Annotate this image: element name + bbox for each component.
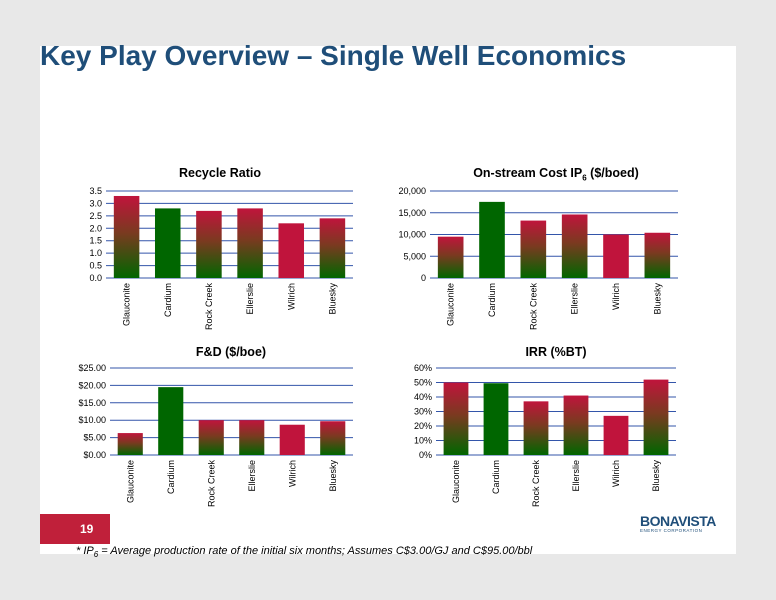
y-tick-label: 15,000	[398, 208, 426, 218]
y-tick-label: 30%	[414, 407, 432, 417]
chart-title-recycle-ratio: Recycle Ratio	[112, 166, 328, 180]
y-tick-label: 3.0	[89, 198, 102, 208]
x-tick-label: Ellerslie	[570, 283, 580, 315]
bar-ellerslie	[239, 420, 265, 455]
bar-wilrich	[278, 223, 305, 278]
bar-ellerslie	[563, 395, 589, 455]
y-tick-label: 3.5	[89, 186, 102, 196]
y-tick-label: 60%	[414, 363, 432, 373]
y-tick-label: $15.00	[78, 398, 106, 408]
x-tick-label: Glauconite	[125, 460, 135, 503]
bar-bluesky	[643, 379, 669, 455]
y-tick-label: 5,000	[403, 251, 426, 261]
y-tick-label: 1.5	[89, 236, 102, 246]
bar-rock-creek	[198, 420, 224, 455]
y-tick-label: 0	[421, 273, 426, 283]
chart-title-text: IRR (%BT)	[525, 345, 587, 359]
y-tick-label: $25.00	[78, 363, 106, 373]
page-number-badge: 19	[40, 514, 110, 544]
y-tick-label: 0.5	[89, 261, 102, 271]
page-number: 19	[80, 522, 94, 536]
y-tick-label: 10,000	[398, 230, 426, 240]
bar-wilrich	[279, 424, 305, 455]
x-tick-label: Bluesky	[327, 283, 337, 315]
company-logo: BONAVISTA ENERGY CORPORATION	[640, 514, 720, 540]
x-tick-label: Bluesky	[651, 460, 661, 492]
bar-ellerslie	[561, 214, 588, 278]
y-tick-label: 1.0	[89, 248, 102, 258]
y-tick-label: 2.5	[89, 211, 102, 221]
y-tick-label: $5.00	[83, 433, 106, 443]
x-tick-label: Rock Creek	[204, 283, 214, 331]
x-tick-label: Wilrich	[286, 283, 296, 310]
y-tick-label: 0%	[419, 450, 432, 460]
bar-wilrich	[603, 234, 629, 278]
bar-cardium	[479, 201, 505, 278]
bar-cardium	[483, 383, 509, 455]
x-tick-label: Wilrich	[287, 460, 297, 487]
page-title: Key Play Overview – Single Well Economic…	[40, 40, 627, 71]
chart-title-text: F&D ($/boe)	[195, 345, 267, 359]
y-tick-label: 2.0	[89, 223, 102, 233]
chart-title-subscript: 6	[582, 173, 587, 183]
bar-ellerslie	[237, 208, 263, 278]
y-tick-label: 20%	[414, 421, 432, 431]
x-tick-label: Bluesky	[652, 283, 662, 315]
x-tick-label: Bluesky	[328, 460, 338, 492]
bar-wilrich	[603, 415, 629, 455]
x-tick-label: Ellerslie	[245, 283, 255, 315]
y-tick-label: $0.00	[83, 450, 106, 460]
x-tick-label: Rock Creek	[528, 283, 538, 331]
bar-cardium	[158, 387, 184, 455]
x-tick-label: Wilrich	[611, 283, 621, 310]
bar-bluesky	[319, 218, 346, 278]
x-tick-label: Cardium	[491, 460, 501, 494]
chart-title-text: On-stream Cost IP	[473, 166, 583, 180]
slide-background	[40, 46, 736, 554]
y-tick-label: $20.00	[78, 380, 106, 390]
x-tick-label: Glauconite	[451, 460, 461, 503]
x-tick-label: Cardium	[487, 283, 497, 317]
x-tick-label: Cardium	[163, 283, 173, 317]
chart-title-text: Recycle Ratio	[179, 166, 261, 180]
y-tick-label: 20,000	[398, 186, 426, 196]
bar-rock-creek	[520, 220, 547, 278]
bar-glauconite	[113, 195, 140, 278]
x-tick-label: Wilrich	[611, 460, 621, 487]
x-tick-label: Ellerslie	[571, 460, 581, 492]
chart-title-suffix: ($/boed)	[586, 166, 639, 180]
bar-rock-creek	[196, 210, 222, 278]
footnote: * IP6 = Average production rate of the i…	[76, 545, 532, 559]
x-tick-label: Rock Creek	[206, 460, 216, 508]
bar-bluesky	[320, 421, 346, 455]
bar-bluesky	[644, 232, 671, 278]
footnote-text: * IP6 = Average production rate of the i…	[76, 545, 533, 560]
chart-title-fd: F&D ($/boe)	[116, 345, 346, 359]
x-tick-label: Glauconite	[122, 283, 132, 326]
logo-sub-text: ENERGY CORPORATION	[640, 528, 703, 533]
logo-main-text: BONAVISTA	[640, 513, 716, 529]
y-tick-label: 40%	[414, 392, 432, 402]
y-tick-label: 10%	[414, 436, 432, 446]
bar-glauconite	[437, 236, 464, 278]
chart-title-onstream-cost: On-stream Cost IP6 ($/boed)	[436, 166, 676, 183]
x-tick-label: Rock Creek	[531, 460, 541, 508]
y-tick-label: 50%	[414, 378, 432, 388]
chart-title-irr: IRR (%BT)	[436, 345, 676, 359]
bar-glauconite	[443, 382, 469, 455]
x-tick-label: Ellerslie	[247, 460, 257, 492]
bar-glauconite	[117, 433, 143, 455]
y-tick-label: 0.0	[89, 273, 102, 283]
bar-rock-creek	[523, 401, 549, 455]
y-tick-label: $10.00	[78, 415, 106, 425]
bar-cardium	[154, 208, 181, 278]
x-tick-label: Glauconite	[446, 283, 456, 326]
x-tick-label: Cardium	[166, 460, 176, 494]
